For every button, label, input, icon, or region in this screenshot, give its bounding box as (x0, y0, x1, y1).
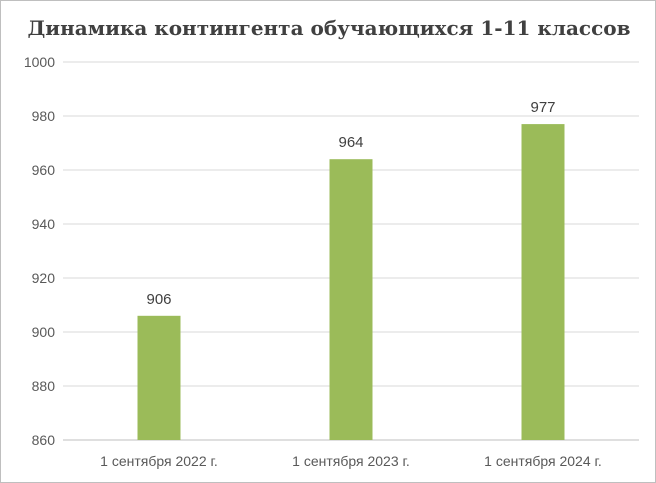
bars (137, 124, 565, 440)
chart-title: Динамика контингента обучающихся 1-11 кл… (27, 16, 630, 40)
y-tick-label: 940 (32, 216, 56, 232)
data-label: 977 (530, 99, 555, 116)
y-tick-label: 900 (32, 324, 56, 340)
y-tick-label: 860 (32, 432, 56, 448)
data-labels: 906 964 977 (146, 99, 555, 308)
bar (521, 124, 565, 440)
y-tick-label: 960 (32, 162, 56, 178)
bar (137, 315, 181, 440)
bar (329, 159, 373, 440)
y-tick-label: 920 (32, 270, 56, 286)
data-label: 964 (338, 134, 363, 151)
y-tick-label: 1000 (24, 54, 55, 70)
y-axis-ticks: 860 880 900 920 940 960 980 1000 (24, 54, 55, 448)
category-label: 1 сентября 2024 г. (484, 453, 602, 469)
y-tick-label: 880 (32, 378, 56, 394)
x-axis-categories: 1 сентября 2022 г. 1 сентября 2023 г. 1 се… (100, 453, 602, 469)
category-label: 1 сентября 2022 г. (100, 453, 218, 469)
category-label: 1 сентября 2023 г. (292, 453, 410, 469)
data-label: 906 (146, 291, 171, 308)
y-tick-label: 980 (32, 108, 56, 124)
